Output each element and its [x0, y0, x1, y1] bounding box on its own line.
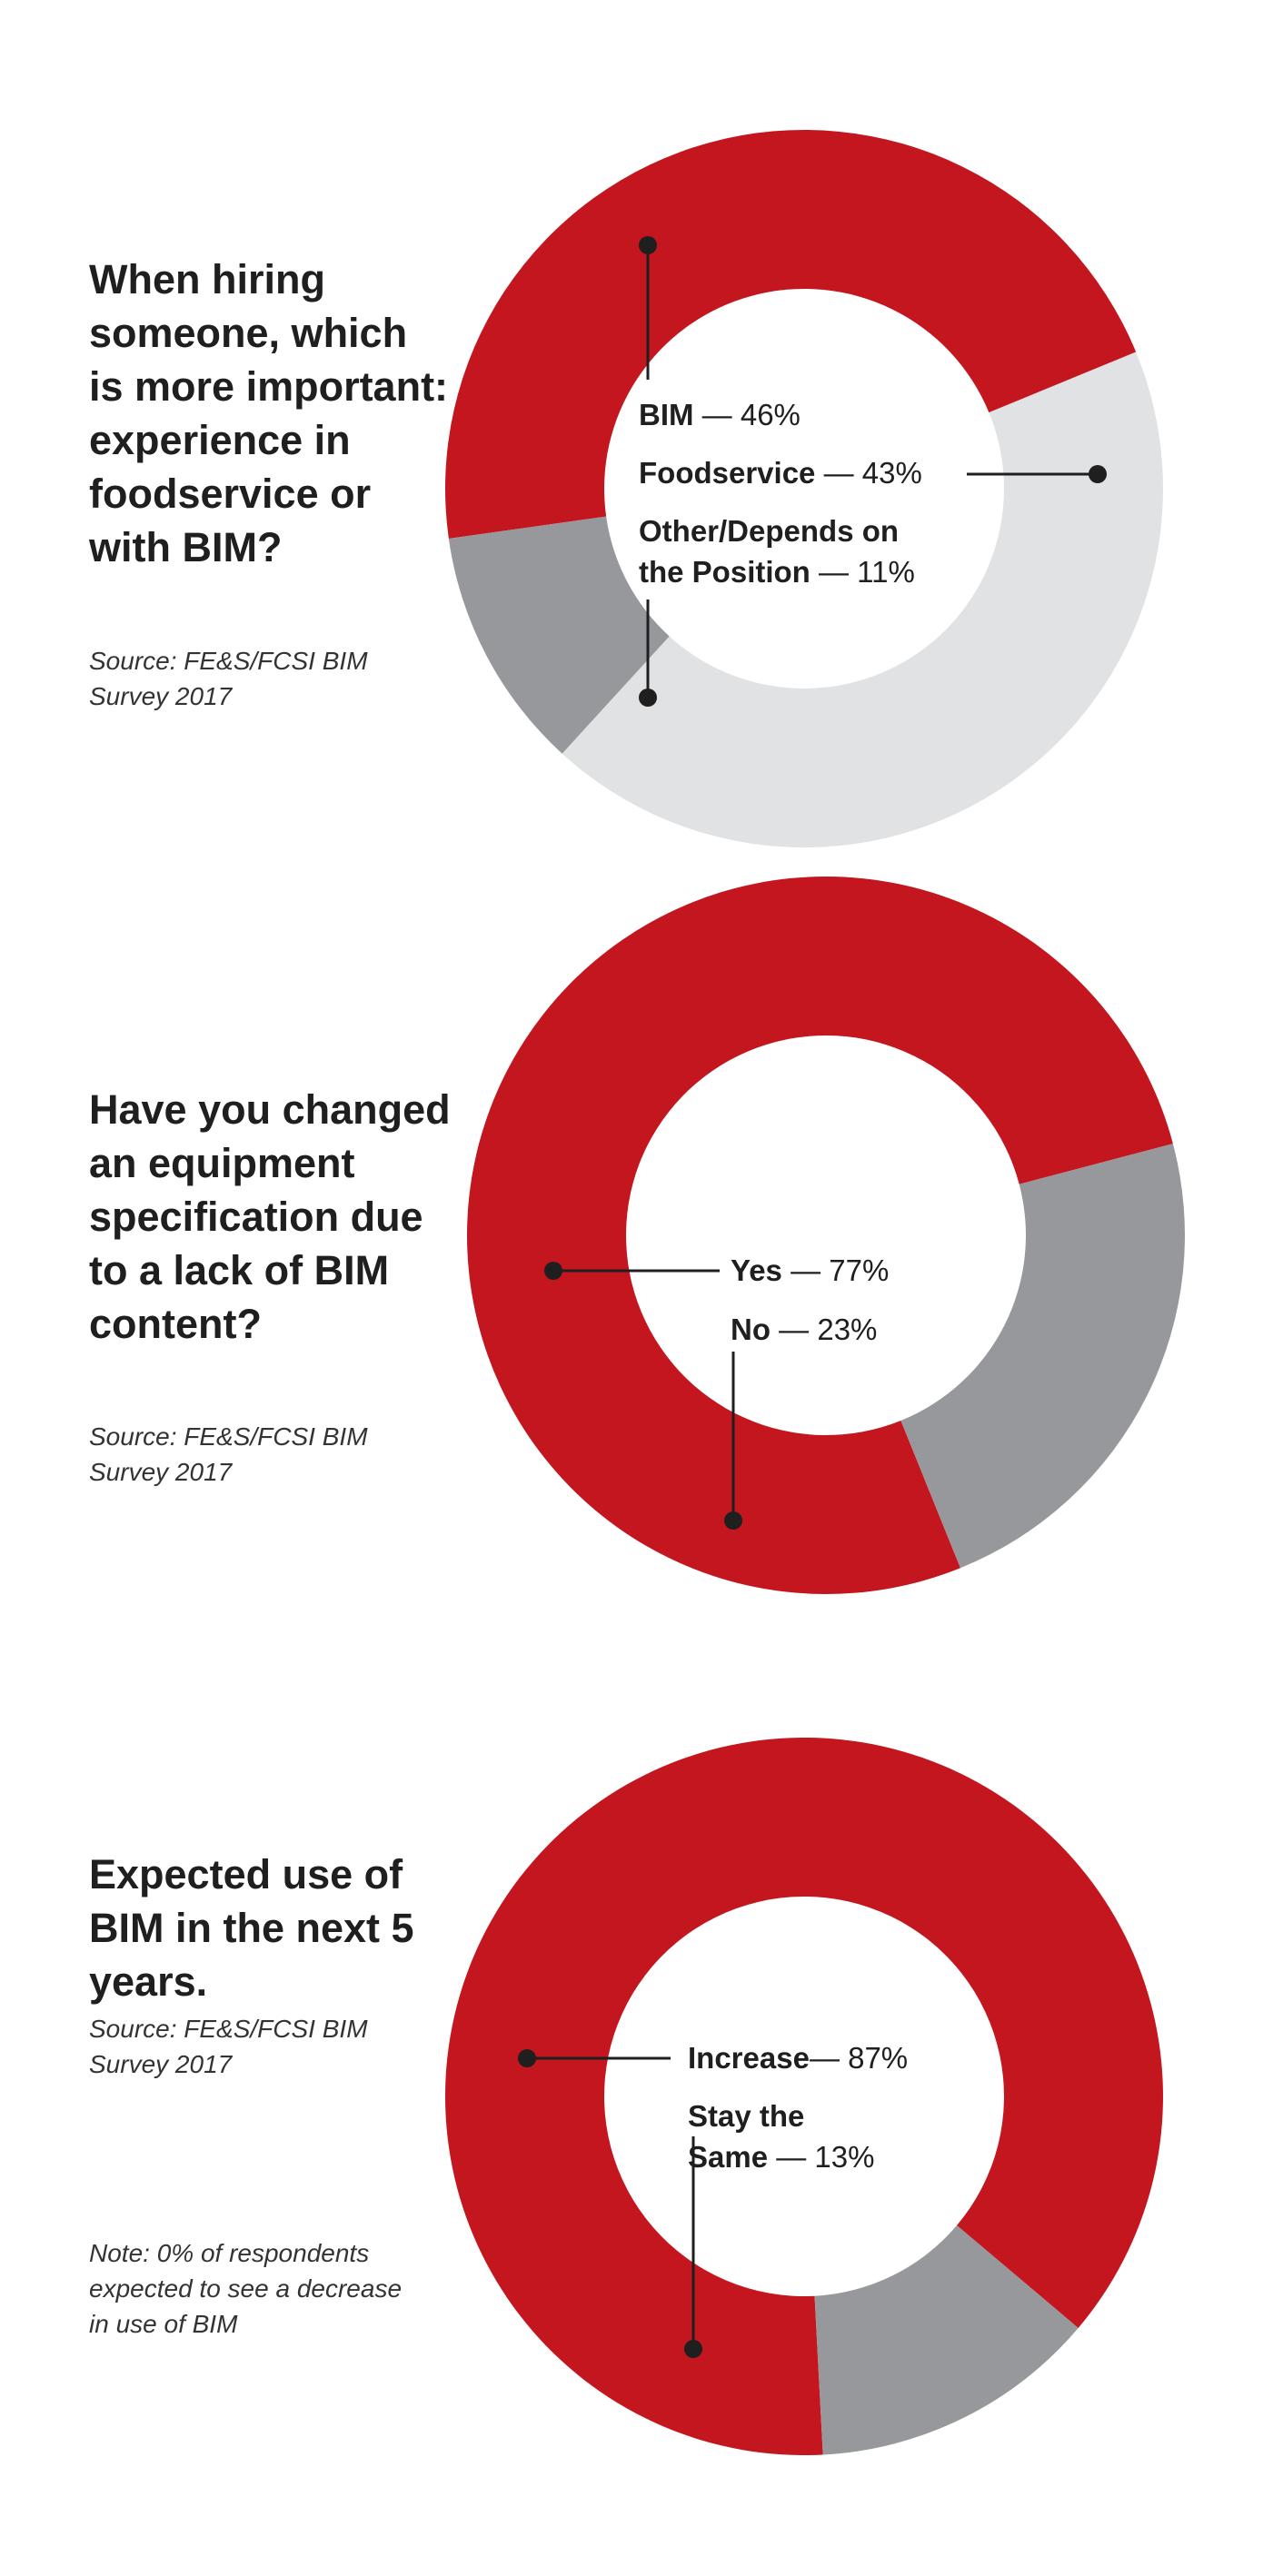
chart-2-slice-no — [900, 1144, 1185, 1569]
chart-2-label-yes: Yes — 77% — [731, 1253, 889, 1287]
chart-1-leader-bim-dot — [639, 236, 657, 254]
chart-1-slice-foodservice — [562, 352, 1163, 848]
chart-1-leader-foodservice-dot — [1089, 465, 1107, 483]
chart-1-leader-other-dot — [639, 689, 657, 707]
chart-1-slice-bim — [445, 129, 1137, 539]
chart-3-leader-same-dot — [684, 2340, 702, 2358]
chart-2-source: Source: FE&S/FCSI BIM Survey 2017 — [89, 1422, 368, 1486]
chart-3-question: Expected use of BIM in the next 5 years. — [89, 1851, 414, 2005]
chart-3-label-same-line2: Same — 13% — [688, 2140, 874, 2174]
chart-1-source: Source: FE&S/FCSI BIM Survey 2017 — [89, 647, 368, 710]
chart-1-donut: BIM — 46% Foodservice — 43% Other/Depend… — [445, 129, 1163, 848]
chart-3-slices — [445, 1738, 1164, 2455]
chart-3-slice-stay-the-same — [814, 2225, 1079, 2455]
chart-2-leader-no-dot — [724, 1511, 742, 1530]
chart-2-label-no: No — 23% — [731, 1313, 877, 1346]
chart-2-leader-yes-dot — [544, 1262, 562, 1280]
chart-1-label-foodservice: Foodservice — 43% — [639, 456, 922, 490]
chart-1-label-bim: BIM — 46% — [639, 398, 801, 431]
chart-3-slice-increase — [445, 1738, 1164, 2455]
chart-2-question: Have you changed an equipment specificat… — [89, 1086, 451, 1347]
chart-2-slices — [466, 877, 1185, 1594]
chart-1-label-other-line2: the Position — 11% — [639, 555, 915, 589]
chart-1-slices — [445, 129, 1163, 848]
chart-panel-2: Have you changed an equipment specificat… — [0, 854, 1263, 1671]
chart-3-source: Source: FE&S/FCSI BIM Survey 2017 — [89, 2015, 368, 2078]
chart-3-donut: Increase— 87% Stay the Same — 13% — [445, 1738, 1164, 2455]
chart-panel-1: When hiring someone, which is more impor… — [0, 0, 1263, 854]
chart-2-slice-yes — [466, 877, 1173, 1594]
chart-1-question: When hiring someone, which is more impor… — [89, 256, 449, 570]
chart-1-slice-other-depends-on-the-position — [448, 516, 670, 754]
chart-panel-3: Expected use of BIM in the next 5 years.… — [0, 1671, 1263, 2576]
chart-2-donut: Yes — 77% No — 23% — [466, 877, 1185, 1594]
chart-3-leader-increase-dot — [518, 2049, 536, 2067]
chart-3-note: Note: 0% of respondents expected to see … — [89, 2239, 403, 2338]
chart-3-label-increase: Increase— 87% — [688, 2041, 908, 2075]
chart-1-label-other-line1: Other/Depends on — [639, 514, 899, 548]
chart-3-label-same-line1: Stay the — [688, 2099, 804, 2133]
